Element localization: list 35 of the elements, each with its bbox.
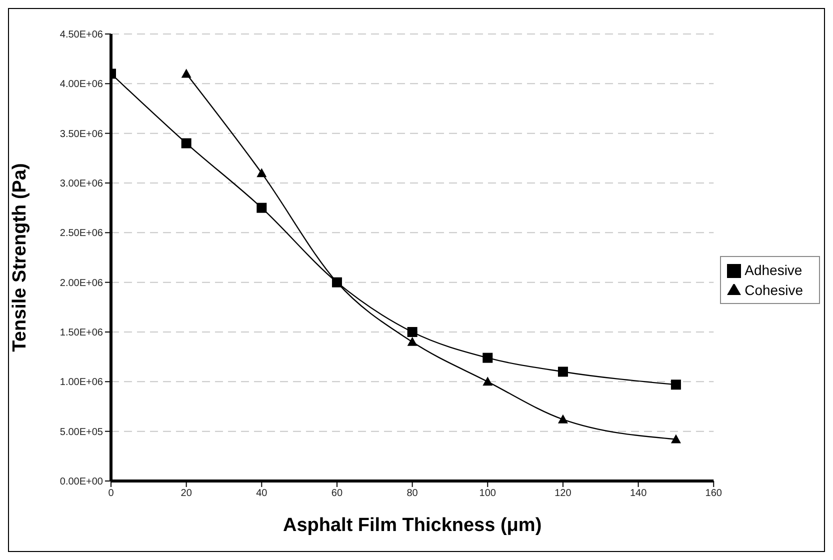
point (670, 380, 681, 390)
legend-label: Cohesive (744, 282, 803, 298)
point (558, 414, 568, 424)
x-tick-label: 100 (479, 488, 496, 500)
y-tick-label: 2.50E+06 (60, 228, 104, 240)
point (670, 434, 681, 444)
x-tick-label: 140 (630, 488, 648, 500)
point (181, 68, 192, 78)
x-tick-label: 80 (406, 488, 418, 500)
point (256, 168, 267, 178)
y-tick-label: 0.00E+00 (60, 476, 104, 488)
point (482, 376, 493, 386)
x-tick-label: 60 (331, 488, 343, 500)
y-tick-label: 5.00E+05 (60, 426, 104, 438)
x-tick-label: 0 (108, 488, 114, 500)
y-tick-label: 3.50E+06 (60, 128, 104, 140)
y-tick-label: 2.00E+06 (60, 278, 104, 289)
x-tick-label: 20 (180, 488, 192, 500)
x-tick-label: 160 (705, 488, 722, 500)
x-tick-label: 120 (554, 488, 572, 500)
y-tick-label: 3.00E+06 (60, 178, 104, 190)
y-tick-label: 4.50E+06 (60, 30, 104, 41)
x-tick-label: 40 (256, 488, 268, 500)
point (558, 366, 568, 377)
y-tick-label: 1.00E+06 (60, 377, 104, 388)
y-axis-title: Tensile Strength (Pa) (10, 163, 31, 352)
y-tick-label: 4.00E+06 (60, 79, 104, 90)
point (482, 352, 493, 363)
point (407, 327, 418, 337)
point (181, 138, 192, 148)
point (407, 336, 418, 346)
legend-label: Adhesive (744, 262, 802, 278)
x-axis-title: Asphalt Film Thickness (μm) (282, 515, 542, 536)
point (256, 202, 267, 213)
y-tick-label: 1.50E+06 (60, 328, 104, 339)
